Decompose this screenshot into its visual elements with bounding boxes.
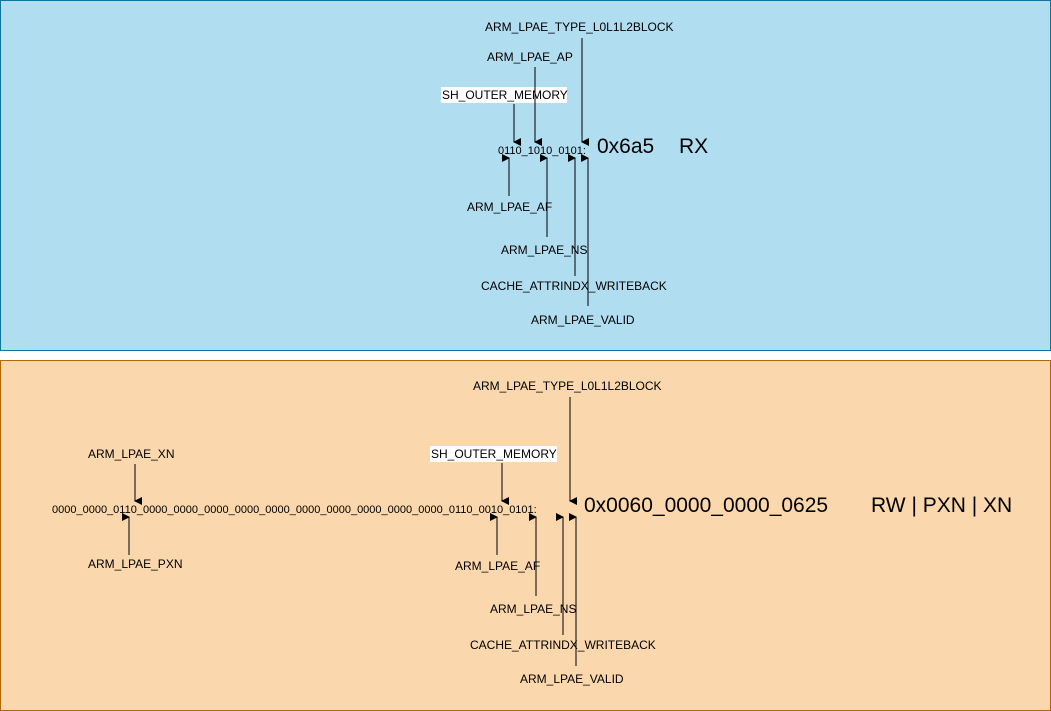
top-label-cache: CACHE_ATTRINDX_WRITEBACK — [481, 279, 667, 293]
top-hex-value: 0x6a5 — [597, 135, 654, 158]
bottom-label-valid: ARM_LPAE_VALID — [520, 672, 624, 686]
top-label-ap: ARM_LPAE_AP — [487, 50, 573, 64]
bottom-label-cache: CACHE_ATTRINDX_WRITEBACK — [470, 638, 656, 652]
top-label-ns: ARM_LPAE_NS — [501, 243, 587, 257]
bottom-label-sh-outer-memory: SH_OUTER_MEMORY — [431, 447, 557, 461]
bottom-label-af: ARM_LPAE_AF — [455, 559, 540, 573]
top-label-af: ARM_LPAE_AF — [467, 200, 552, 214]
bottom-label-xn: ARM_LPAE_XN — [88, 447, 174, 461]
bottom-label-type-block: ARM_LPAE_TYPE_L0L1L2BLOCK — [473, 379, 662, 393]
bottom-panel-rw-entry — [0, 360, 1051, 711]
top-permissions: RX — [679, 135, 708, 158]
top-diagram: ARM_LPAE_TYPE_L0L1L2BLOCK ARM_LPAE_AP SH… — [441, 20, 708, 327]
top-bit-string: 0110_1010_0101: — [498, 145, 586, 157]
top-label-type-block: ARM_LPAE_TYPE_L0L1L2BLOCK — [485, 20, 674, 34]
top-label-valid: ARM_LPAE_VALID — [531, 313, 635, 327]
bottom-bit-string: 0000_0000_0110_0000_0000_0000_0000_0000_… — [52, 504, 537, 516]
top-panel-rx-entry — [0, 0, 1051, 351]
bottom-label-pxn: ARM_LPAE_PXN — [88, 557, 182, 571]
bottom-diagram: ARM_LPAE_TYPE_L0L1L2BLOCK ARM_LPAE_XN SH… — [52, 379, 1012, 686]
bottom-permissions: RW | PXN | XN — [871, 494, 1012, 517]
bottom-sh-outer-highlight — [430, 446, 557, 462]
top-label-sh-outer-memory: SH_OUTER_MEMORY — [442, 88, 568, 102]
bottom-hex-value: 0x0060_0000_0000_0625 — [584, 494, 828, 517]
bottom-label-ns: ARM_LPAE_NS — [490, 602, 576, 616]
